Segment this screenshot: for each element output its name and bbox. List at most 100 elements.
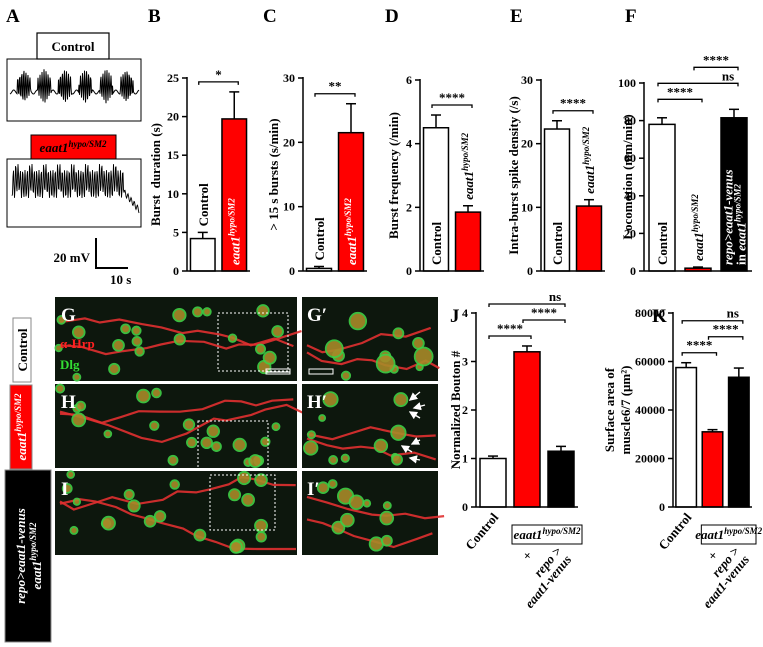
bar <box>513 351 541 508</box>
x-tick-label: Control <box>462 510 501 553</box>
scale-bar <box>265 368 291 375</box>
y-axis-label: muscle6/7 (μm²) <box>618 366 633 455</box>
x-tick-label: repo>eaat1-venusin eaat1hypo/SM2 <box>721 169 749 265</box>
bouton <box>200 436 213 450</box>
axon <box>306 437 437 461</box>
text-run: hypo/SM2 <box>690 194 700 233</box>
significance-label: ns <box>727 306 739 321</box>
bouton <box>182 418 196 431</box>
bar <box>727 376 750 508</box>
text-run: hypo/SM2 <box>13 393 23 432</box>
text-run: eaat1 <box>227 236 242 265</box>
row-label: repo>eaat1-venuseaat1hypo/SM2 <box>13 508 44 604</box>
axon <box>59 403 306 444</box>
significance-bracket <box>488 335 532 339</box>
bouton <box>382 501 392 511</box>
y-tick-label: 10 <box>167 187 179 201</box>
x-tick-label: + <box>519 548 535 563</box>
bouton <box>108 362 121 376</box>
x-tick-label: repo >eaat1-venus <box>689 543 752 611</box>
x-tick-label: Control <box>312 217 327 260</box>
arrow <box>408 411 421 420</box>
arrow <box>412 402 426 411</box>
bouton <box>112 338 125 352</box>
significance-bracket <box>707 336 744 340</box>
label-box <box>36 32 110 60</box>
bouton <box>120 323 131 335</box>
bar <box>479 457 507 508</box>
y-tick-label: 15 <box>167 148 179 162</box>
bouton <box>172 307 187 323</box>
y-axis-label: Burst frequency (/min) <box>386 112 401 239</box>
y-tick-label: 60 <box>624 151 636 165</box>
bouton <box>271 325 284 338</box>
bouton <box>375 353 396 374</box>
text-run: hypo/SM2 <box>724 526 763 536</box>
bouton <box>173 333 186 346</box>
significance-label: * <box>215 67 222 82</box>
significance-label: **** <box>713 322 739 337</box>
text-run: hypo/SM2 <box>226 198 236 237</box>
trace-box <box>6 58 142 122</box>
text-run: repo>eaat1-venus <box>721 169 736 265</box>
text-run: + <box>519 548 535 563</box>
bar <box>221 118 248 272</box>
y-axis-label: Burst duration (s) <box>148 123 163 226</box>
y-tick-label: 5 <box>173 225 179 239</box>
bouton <box>75 400 87 412</box>
text-run: eaat1 <box>695 527 724 542</box>
bouton <box>136 388 151 404</box>
text-run: Control <box>312 217 327 260</box>
bar <box>189 237 216 272</box>
text-run: Control <box>15 328 30 371</box>
bouton <box>255 531 267 543</box>
text-run: Control <box>429 222 444 265</box>
text-run: Control <box>196 183 211 226</box>
bouton <box>143 514 157 528</box>
bouton <box>151 387 162 399</box>
text-run: eaat1 <box>582 165 597 194</box>
trace-box <box>6 158 142 228</box>
panel-letter: K <box>652 306 667 327</box>
axon <box>306 518 433 549</box>
y-axis-label: > 15 s bursts (s/min) <box>266 118 281 230</box>
significance-label: **** <box>667 84 693 99</box>
bouton <box>237 470 252 486</box>
bar <box>454 211 482 272</box>
significance-bracket <box>681 320 744 324</box>
trace <box>9 69 140 104</box>
panel-letter: C <box>263 6 277 27</box>
bouton <box>392 327 405 340</box>
bouton <box>69 525 79 535</box>
bouton <box>202 307 212 317</box>
significance-bracket <box>488 303 566 307</box>
text-run: Control <box>655 222 670 265</box>
text-run: Control <box>550 222 565 265</box>
text-run: eaat1 <box>344 236 359 265</box>
bouton <box>328 455 339 465</box>
y-tick-label: 6 <box>406 73 412 87</box>
y-tick-label: 3 <box>462 355 468 369</box>
y-tick-label: 0 <box>406 264 412 278</box>
text-run: hypo/SM2 <box>460 132 470 171</box>
stain-label: Dlg <box>60 357 80 372</box>
bouton <box>413 346 434 367</box>
significance-label: **** <box>703 52 729 67</box>
text-run: eaat1 <box>461 171 476 200</box>
row-label-box <box>12 317 32 383</box>
text-run: hypo/SM2 <box>733 184 743 223</box>
y-tick-label: 100 <box>618 76 636 90</box>
bouton <box>103 429 113 439</box>
text-run: Control <box>655 510 694 553</box>
x-tick-label: eaat1hypo/SM2 <box>690 194 706 261</box>
bouton <box>134 346 145 357</box>
y-tick-label: 20 <box>167 110 179 124</box>
bouton <box>72 372 82 382</box>
y-tick-label: 20 <box>521 137 533 151</box>
significance-label: **** <box>531 305 557 320</box>
bar <box>701 431 724 508</box>
bouton <box>206 424 220 438</box>
y-tick-label: 30 <box>283 71 295 85</box>
bouton <box>54 343 63 353</box>
